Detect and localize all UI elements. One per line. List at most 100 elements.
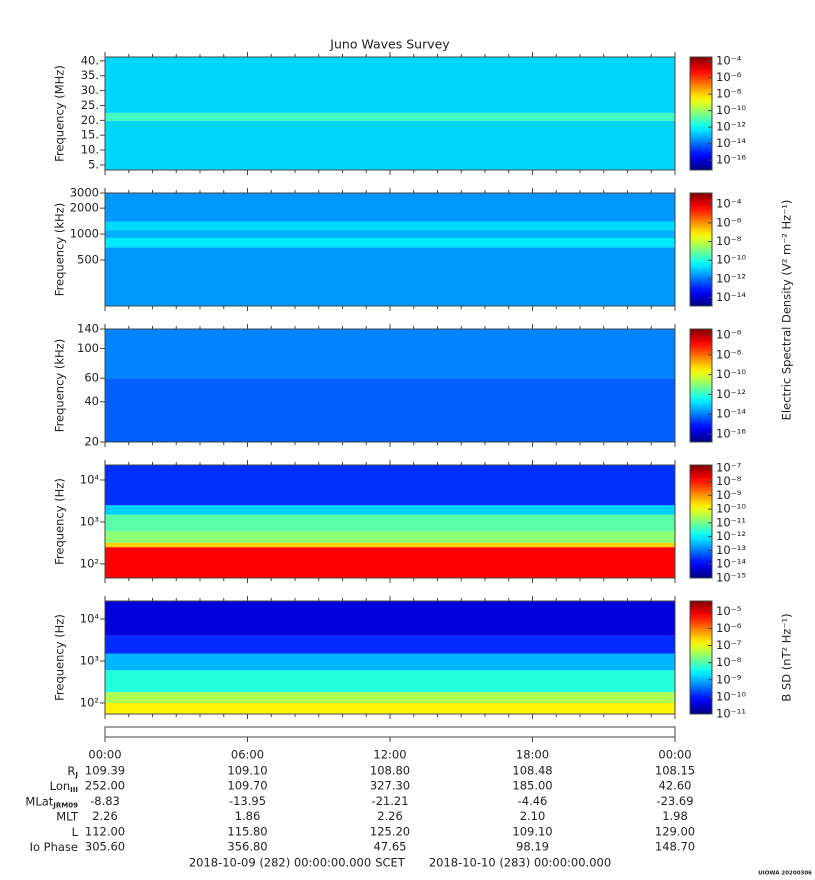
colorbar-tick-label: 10⁻⁷ — [716, 638, 742, 652]
spectral-band — [105, 238, 675, 248]
ephemeris-label-sub: J — [74, 771, 78, 779]
colorbar-tick-label: 10⁻⁴ — [716, 54, 742, 68]
spectral-band — [105, 57, 675, 113]
colorbar-tick-label: 10⁻¹⁵ — [716, 571, 746, 585]
spectral-band — [105, 329, 675, 379]
ephemeris-value: 327.30 — [370, 779, 410, 793]
colorbar-tick-label: 10⁻⁸ — [716, 655, 742, 669]
time-strip — [104, 726, 676, 738]
ephemeris-label-sub: JRM09 — [52, 801, 78, 809]
colorbar-tick-label: 10⁻¹⁶ — [716, 427, 746, 441]
colorbar-tick-label: 10⁻⁸ — [716, 474, 742, 488]
ephemeris-value: 125.20 — [370, 824, 410, 838]
spectral-band — [105, 193, 675, 222]
ephemeris-value: 108.15 — [655, 764, 695, 778]
y-tick-label: 40 — [84, 394, 99, 408]
ephemeris-value: 305.60 — [85, 840, 125, 854]
ephemeris-value: -4.46 — [518, 794, 548, 808]
spectral-band — [105, 514, 675, 532]
colorbar-tick-label: 10⁻⁶ — [716, 327, 742, 341]
ephemeris-label: LonIII — [50, 779, 78, 795]
spectral-band — [105, 112, 675, 121]
ephemeris-label-main: R — [67, 764, 75, 778]
spectral-band — [105, 601, 675, 636]
ephemeris-value: 2.26 — [377, 809, 403, 823]
y-tick-label: 10² — [80, 695, 99, 709]
colorbar-tick-label: 10⁻¹⁴ — [716, 557, 746, 571]
colorbar-label: Electric Spectral Density (V² m⁻² Hz⁻¹) — [780, 200, 794, 421]
colorbar-tick-label: 10⁻¹⁰ — [716, 367, 746, 381]
colorbar-tick-label: 10⁻¹⁰ — [716, 689, 746, 703]
colorbar-tick-label: 10⁻¹² — [716, 529, 746, 543]
ephemeris-value: -21.21 — [371, 794, 408, 808]
colorbar-label: B SD (nT² Hz⁻¹) — [780, 613, 794, 701]
ephemeris-label-main: MLat — [25, 794, 53, 808]
ephemeris-label-sub: III — [70, 786, 78, 794]
colorbar-tick-label: 10⁻¹⁰ — [716, 502, 746, 516]
spectral-band — [105, 230, 675, 239]
ephemeris-label: MLT — [56, 809, 79, 823]
y-tick-label: 2000 — [70, 201, 99, 215]
colorbar-tick-label: 10⁻¹¹ — [716, 707, 746, 721]
y-tick-label: 10³ — [80, 653, 100, 667]
y-axis-label: Frequency (Hz) — [53, 478, 67, 565]
ephemeris-value: 252.00 — [85, 779, 125, 793]
spectral-band — [105, 547, 675, 578]
y-tick-label: 500 — [77, 252, 99, 266]
y-tick-label: 10. — [81, 143, 99, 157]
y-tick-label: 20 — [84, 435, 99, 449]
time-tick-label: 06:00 — [231, 748, 264, 762]
colorbar-tick-label: 10⁻¹⁶ — [716, 153, 746, 167]
ephemeris-label: Io Phase — [30, 840, 78, 854]
y-axis-label: Frequency (Hz) — [53, 614, 67, 701]
footer-frame: SCET — [375, 856, 406, 870]
ephemeris-value: 42.60 — [659, 779, 692, 793]
chart-title: Juno Waves Survey — [329, 37, 450, 52]
spectral-band — [105, 531, 675, 543]
footer-start: 2018-10-09 (282) 00:00:00.000 — [189, 856, 371, 870]
ephemeris-label-main: Lon — [50, 779, 71, 793]
colorbar-tick-label: 10⁻¹⁰ — [716, 253, 746, 267]
spectral-band — [105, 120, 675, 170]
spectral-band — [105, 221, 675, 231]
y-tick-label: 10² — [80, 556, 99, 570]
colorbar-tick-label: 10⁻¹² — [716, 387, 746, 401]
colorbar-tick-label: 10⁻⁸ — [716, 87, 742, 101]
spectral-band — [105, 670, 675, 693]
ephemeris-label: MLatJRM09 — [25, 794, 78, 810]
y-tick-label: 10⁴ — [80, 611, 100, 625]
spectral-band — [105, 542, 675, 548]
ephemeris-value: 356.80 — [227, 840, 267, 854]
ephemeris-label: L — [72, 824, 79, 838]
colorbar-tick-label: 10⁻⁴ — [716, 197, 742, 211]
ephemeris-value: -8.83 — [90, 794, 120, 808]
spectral-band — [105, 465, 675, 506]
spectral-band — [105, 653, 675, 671]
colorbar-tick-label: 10⁻¹² — [716, 120, 746, 134]
colorbar-tick-label: 10⁻¹³ — [716, 543, 746, 557]
colorbar — [689, 328, 713, 443]
ephemeris-value: 108.80 — [370, 764, 410, 778]
y-tick-label: 10⁴ — [80, 472, 100, 486]
ephemeris-value: 98.19 — [516, 840, 549, 854]
colorbar-tick-label: 10⁻⁶ — [716, 70, 742, 84]
ephemeris-label-main: L — [72, 824, 79, 838]
ephemeris-value: 109.39 — [85, 764, 125, 778]
spectral-band — [105, 247, 675, 306]
colorbar-tick-label: 10⁻¹⁴ — [716, 407, 746, 421]
colorbar-tick-label: 10⁻¹⁴ — [716, 136, 746, 150]
time-tick-label: 18:00 — [516, 748, 549, 762]
colorbar — [689, 464, 713, 579]
colorbar-tick-label: 10⁻⁵ — [716, 604, 742, 618]
spectral-band — [105, 505, 675, 515]
y-axis-label: Frequency (MHz) — [53, 65, 67, 162]
ephemeris-value: 1.98 — [662, 809, 688, 823]
colorbar-tick-label: 10⁻¹¹ — [716, 515, 746, 529]
ephemeris-value: -13.95 — [229, 794, 266, 808]
ephemeris-value: 185.00 — [512, 779, 552, 793]
colorbar-tick-label: 10⁻¹⁰ — [716, 103, 746, 117]
colorbar-tick-label: 10⁻⁷ — [716, 460, 742, 474]
footer-end: 2018-10-10 (283) 00:00:00.000 — [429, 856, 611, 870]
y-tick-label: 140 — [77, 322, 99, 336]
